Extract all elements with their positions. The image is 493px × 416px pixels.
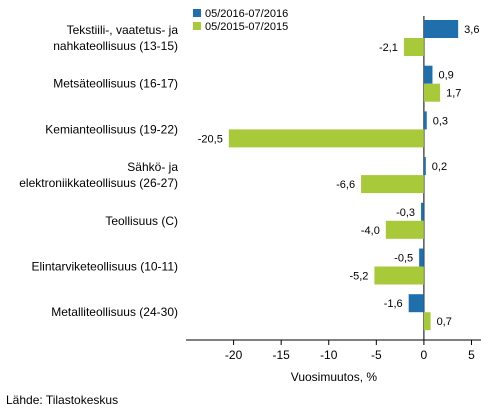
bar-2 <box>423 83 441 102</box>
data-label: -2,1 <box>379 42 398 54</box>
data-label: 0,2 <box>432 161 447 173</box>
bar-2 <box>403 38 424 56</box>
data-label: -1,6 <box>384 298 403 310</box>
category-label: Kemianteollisuus (19-22) <box>45 122 178 136</box>
legend-label: 05/2016-07/2016 <box>205 8 288 20</box>
bar-2 <box>374 266 424 285</box>
bar-2 <box>361 175 424 194</box>
data-label: 0,3 <box>433 115 448 127</box>
data-label: -20,5 <box>198 133 223 145</box>
bar-1 <box>423 20 459 38</box>
legend-swatch <box>193 22 201 30</box>
data-label: 1,7 <box>446 88 461 100</box>
bar-1 <box>408 294 424 313</box>
legend-swatch <box>193 9 201 17</box>
category-label: Tekstiili-, vaatetus- ja <box>67 23 179 37</box>
x-axis-title: Vuosimuutos, % <box>291 370 378 384</box>
data-label: -4,0 <box>361 225 380 237</box>
category-label: elektroniikkateollisuus (26-27) <box>19 176 178 190</box>
data-label: 3,6 <box>464 24 479 36</box>
bar-1 <box>419 248 424 267</box>
x-tick-label: -20 <box>225 348 243 362</box>
category-label: Teollisuus (C) <box>105 214 178 228</box>
x-tick-label: -5 <box>371 348 382 362</box>
bar-2 <box>423 312 431 331</box>
bar-2 <box>385 220 424 239</box>
x-tick-label: 0 <box>421 348 428 362</box>
bar-1 <box>423 65 433 84</box>
source-note: Lähde: Tilastokeskus <box>6 393 118 407</box>
data-label: 0,7 <box>437 316 452 328</box>
category-label: nahkateollisuus (13-15) <box>53 39 178 53</box>
category-label: Sähkö- ja <box>127 160 178 174</box>
data-label: -0,5 <box>394 253 413 265</box>
category-label: Metsäteollisuus (16-17) <box>53 77 178 91</box>
x-tick-label: -15 <box>272 348 290 362</box>
data-label: 0,9 <box>438 70 453 82</box>
legend-label: 05/2015-07/2015 <box>205 21 288 33</box>
category-label: Metalliteollisuus (24-30) <box>51 305 178 319</box>
bar-1 <box>423 157 426 176</box>
x-tick-label: -10 <box>320 348 338 362</box>
data-label: -5,2 <box>349 271 368 283</box>
data-label: -6,6 <box>336 179 355 191</box>
category-label: Elintarviketeollisuus (10-11) <box>31 260 178 274</box>
data-label: -0,3 <box>396 207 415 219</box>
bar-2 <box>228 129 424 148</box>
bar-1 <box>423 111 427 130</box>
x-tick-label: 5 <box>468 348 475 362</box>
bar-1 <box>421 202 424 221</box>
